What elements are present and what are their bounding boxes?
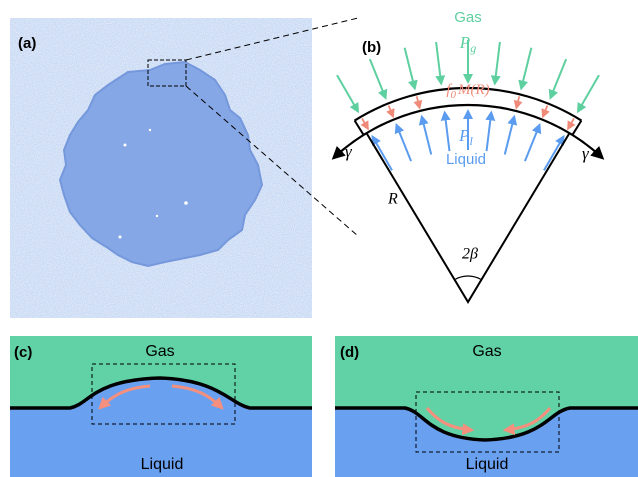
subscript: g [470, 41, 476, 55]
radius-label: R [387, 191, 398, 208]
force-arrow [543, 105, 547, 116]
angle-arc [455, 276, 480, 279]
symbol: P [458, 126, 469, 145]
panel-label: (b) [362, 39, 381, 56]
liquid-label: Liquid [141, 456, 184, 473]
gas-arrow [436, 42, 441, 84]
liquid-arrow [445, 112, 450, 151]
liquid-arrow [505, 117, 514, 155]
panel-label: (d) [340, 344, 359, 361]
symbol: P [459, 33, 470, 52]
gas-label: Gas [145, 343, 174, 360]
gas-arrow [495, 42, 500, 84]
force-arrow [516, 96, 519, 108]
gas-arrow [370, 59, 386, 98]
gas-label: Gas [454, 9, 482, 26]
force-arrow [568, 118, 574, 128]
gamma: γ [345, 142, 353, 161]
subscript: 0 [451, 89, 457, 101]
liquid-arrow [396, 125, 411, 161]
liquid-arrow [373, 137, 393, 171]
panel-label: (a) [18, 35, 36, 52]
force-arrow [389, 105, 393, 116]
liquid-label: Liquid [446, 151, 486, 168]
liquid-arrow [422, 117, 431, 155]
angle-label: 2β [462, 246, 478, 263]
panel-d: (d) Gas Liquid [335, 336, 638, 477]
gas-label: Gas [472, 343, 501, 360]
liquid-arrow [544, 137, 564, 171]
liquid-arrow [525, 125, 540, 161]
panel-c: (c) Gas Liquid [10, 336, 312, 477]
liquid-label: Liquid [466, 456, 509, 473]
force-arrow [417, 96, 420, 108]
liquid-arrow [487, 112, 492, 151]
panel-label: (c) [14, 344, 32, 361]
gas-arrow [337, 75, 358, 111]
gas-arrow [550, 59, 566, 98]
gas-arrow [521, 48, 531, 89]
figure: (a) (b) Gas Pg f0M(R) Pl Liquid γ γ R 2β… [0, 0, 638, 477]
gas-pressure: Pg [459, 33, 476, 55]
subscript: l [470, 134, 474, 148]
expression: M(R) [457, 82, 490, 98]
panel-a: (a) [10, 18, 312, 318]
gas-arrow [578, 75, 599, 111]
force-arrow [362, 118, 368, 128]
gas-arrow [405, 48, 415, 89]
liquid-pressure: Pl [458, 126, 473, 148]
